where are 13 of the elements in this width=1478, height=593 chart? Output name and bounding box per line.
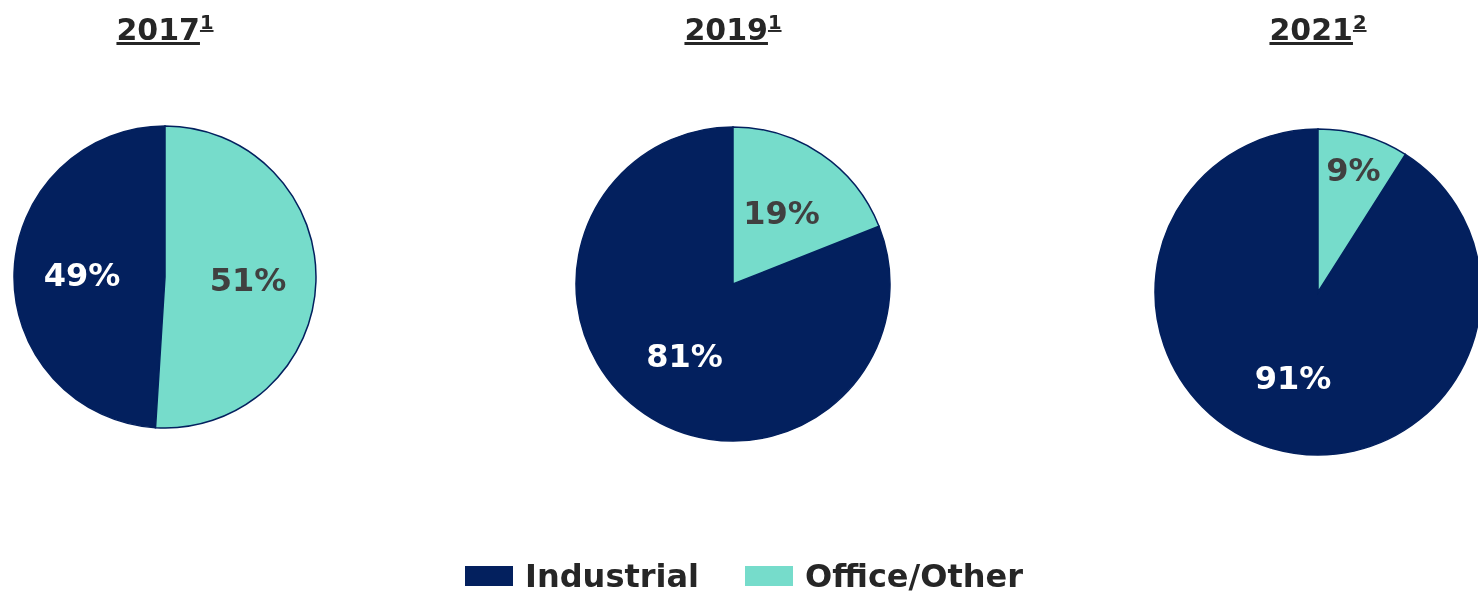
chart-title: 2017$^{1}$: [116, 10, 214, 47]
chart-title: 2021$^{2}$: [1269, 10, 1367, 47]
pie-slice: [1154, 128, 1478, 456]
data-label: 49%: [43, 255, 121, 294]
chart-title: 2019$^{1}$: [684, 10, 782, 47]
data-label: 51%: [209, 260, 287, 299]
pie-slice: [575, 126, 891, 442]
data-label: 91%: [1254, 359, 1332, 398]
legend-label: Industrial: [525, 557, 700, 593]
legend-label: Office/Other: [805, 557, 1024, 593]
data-label: 19%: [743, 193, 820, 232]
data-label: 9%: [1326, 151, 1381, 190]
data-label: 81%: [646, 336, 723, 375]
